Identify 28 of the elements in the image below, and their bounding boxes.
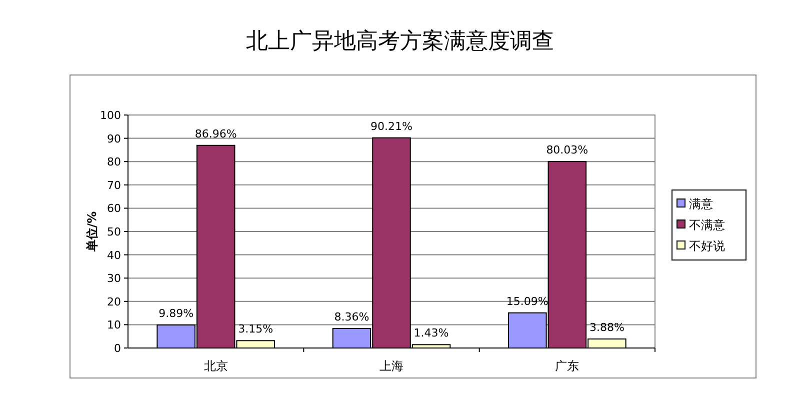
data-label: 86.96% [194, 127, 237, 140]
data-label: 8.36% [334, 310, 370, 324]
chart-title: 北上广异地高考方案满意度调查 [246, 29, 554, 54]
x-tick-label: 北京 [204, 359, 228, 373]
y-tick-label: 40 [107, 248, 121, 262]
y-tick-label: 60 [107, 202, 121, 216]
data-label: 3.88% [589, 320, 624, 334]
data-label: 9.89% [158, 306, 194, 320]
y-tick-label: 10 [107, 318, 121, 332]
data-label: 90.21% [370, 120, 412, 133]
x-tick-label: 广东 [555, 359, 580, 373]
y-tick-label: 90 [107, 132, 121, 146]
y-tick-label: 70 [107, 178, 121, 192]
data-label: 15.09% [506, 294, 548, 308]
legend-label: 不满意 [689, 218, 725, 232]
y-tick-label: 20 [107, 295, 121, 308]
data-label: 3.15% [238, 322, 274, 336]
y-axis-title: 单位/% [85, 211, 99, 253]
legend-label: 满意 [689, 197, 713, 211]
y-tick-label: 0 [114, 342, 121, 355]
x-tick-label: 上海 [380, 359, 404, 373]
y-tick-label: 50 [107, 226, 121, 238]
data-label: 1.43% [414, 326, 449, 340]
legend-label: 不好说 [689, 239, 725, 253]
y-tick-label: 30 [107, 272, 121, 286]
y-tick-label: 80 [107, 156, 121, 169]
data-label: 80.03% [546, 144, 588, 157]
y-tick-label: 100 [100, 109, 121, 122]
